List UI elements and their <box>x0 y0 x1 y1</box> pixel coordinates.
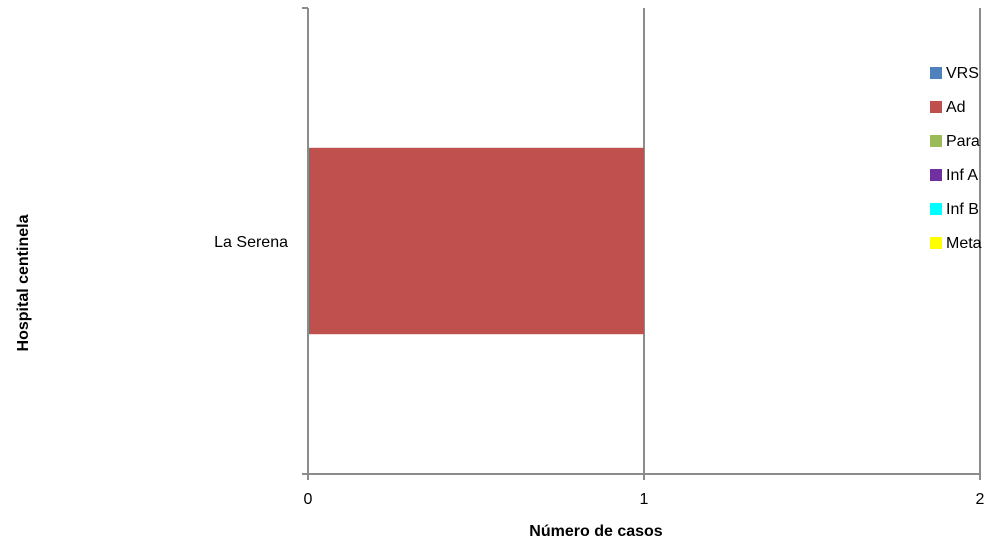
legend-swatch-inf-b <box>930 203 942 215</box>
bars <box>308 147 644 335</box>
legend: VRS Ad Para Inf A Inf B Meta <box>930 65 982 252</box>
legend-label-inf-b: Inf B <box>946 201 979 218</box>
category-label: La Serena <box>214 234 288 251</box>
legend-label-inf-a: Inf A <box>946 167 978 184</box>
tick-labels: 0 1 2 <box>304 491 985 508</box>
legend-swatch-para <box>930 135 942 147</box>
legend-label-ad: Ad <box>946 99 966 116</box>
x-tick-label-0: 0 <box>304 491 313 508</box>
y-axis-title: Hospital centinela <box>15 214 32 351</box>
legend-label-vrs: VRS <box>946 65 979 82</box>
category-labels: La Serena <box>214 234 288 251</box>
legend-swatch-inf-a <box>930 169 942 181</box>
legend-swatch-ad <box>930 101 942 113</box>
axes <box>302 7 981 480</box>
gridlines <box>643 8 981 474</box>
legend-swatch-vrs <box>930 67 942 79</box>
x-tick-label-1: 1 <box>640 491 649 508</box>
legend-swatch-meta <box>930 237 942 249</box>
x-axis-title: Número de casos <box>529 523 662 540</box>
legend-label-para: Para <box>946 133 980 150</box>
x-tick-label-2: 2 <box>976 491 985 508</box>
legend-label-meta: Meta <box>946 235 982 252</box>
bar-la-serena-ad <box>308 147 644 335</box>
